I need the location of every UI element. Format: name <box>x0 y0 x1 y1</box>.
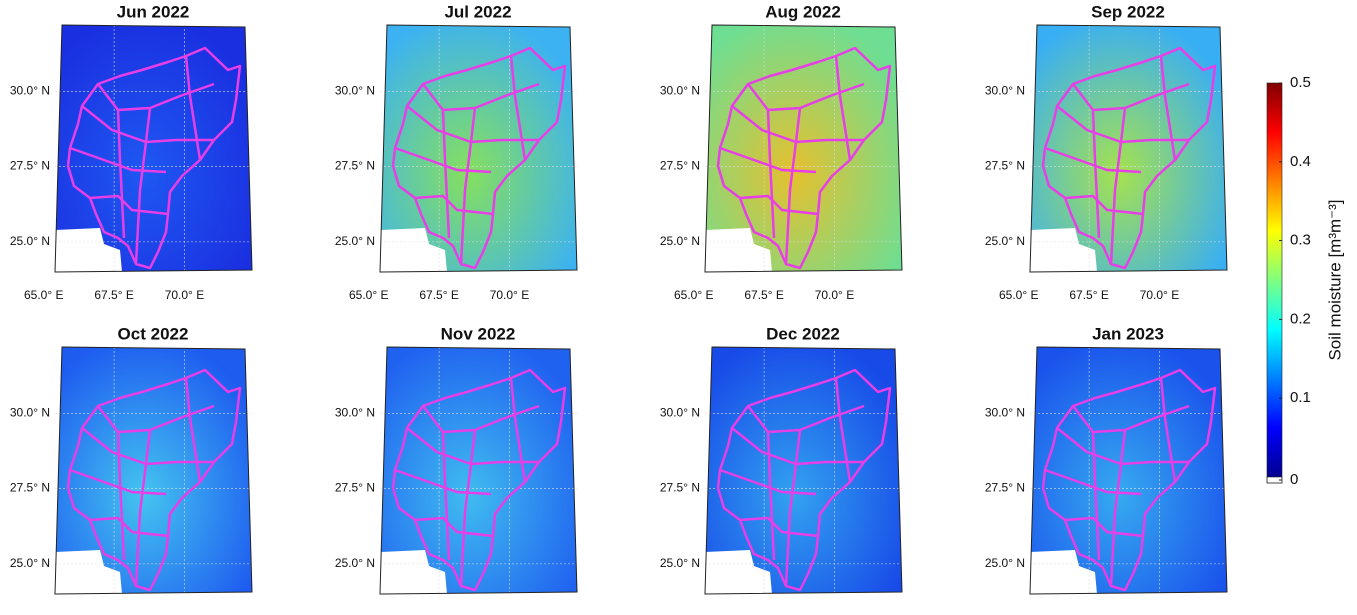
no-data-area <box>380 228 447 272</box>
basin-boundary <box>66 368 242 592</box>
lat-label: 30.0° N <box>985 405 1025 419</box>
lat-label: 27.5° N <box>660 481 700 495</box>
lat-label: 27.5° N <box>660 159 700 173</box>
map-panel: Jun 2022 30.0° N 27.5° N 25.0° N 65.0° E 67.5… <box>10 2 253 302</box>
colorbar-tick-label: 0.1 <box>1290 389 1311 406</box>
map-frame <box>379 24 578 273</box>
lon-label: 65.0° E <box>24 288 64 302</box>
lat-label: 25.0° N <box>660 234 700 248</box>
lon-label: 65.0° E <box>349 288 389 302</box>
lon-label: 70.0° E <box>165 288 205 302</box>
no-data-area <box>705 228 772 272</box>
map-frame <box>1029 346 1228 595</box>
panel-title: Sep 2022 <box>1091 2 1165 21</box>
lat-label: 30.0° N <box>10 83 50 97</box>
lat-label: 25.0° N <box>660 556 700 570</box>
panel-title: Dec 2022 <box>766 324 840 343</box>
basin-boundary <box>1041 46 1217 270</box>
colorbar-tick-label: 0.5 <box>1290 74 1311 91</box>
lon-label: 65.0° E <box>999 288 1039 302</box>
lon-label: 65.0° E <box>674 288 714 302</box>
lat-label: 30.0° N <box>335 405 375 419</box>
basin-boundary <box>716 368 892 592</box>
colorbar-tick-label: 0 <box>1290 471 1298 488</box>
lat-label: 25.0° N <box>335 234 375 248</box>
lat-label: 27.5° N <box>10 159 50 173</box>
lat-label: 25.0° N <box>985 556 1025 570</box>
lat-label: 27.5° N <box>335 159 375 173</box>
map-frame <box>704 346 903 595</box>
basin-boundary <box>391 368 567 592</box>
lat-label: 27.5° N <box>985 159 1025 173</box>
colorbar-frame <box>1266 82 1283 484</box>
lon-label: 67.5° E <box>419 288 459 302</box>
no-data-area <box>55 550 122 594</box>
panel-title: Oct 2022 <box>118 324 189 343</box>
panel-title: Nov 2022 <box>441 324 516 343</box>
lat-label: 25.0° N <box>10 234 50 248</box>
no-data-area <box>380 550 447 594</box>
basin-boundary <box>391 46 567 270</box>
no-data-area <box>55 228 122 272</box>
lat-label: 30.0° N <box>660 83 700 97</box>
basin-boundary <box>1041 368 1217 592</box>
colorbar <box>1267 83 1282 477</box>
no-data-area <box>1030 228 1097 272</box>
map-panel: Aug 2022 30.0° N 27.5° N 25.0° N 65.0° E 67.5… <box>660 2 903 302</box>
panel-title: Aug 2022 <box>765 2 841 21</box>
colorbar-tick-label: 0.3 <box>1290 232 1311 249</box>
map-frame <box>379 346 578 595</box>
lat-label: 30.0° N <box>985 83 1025 97</box>
lat-label: 25.0° N <box>985 234 1025 248</box>
map-frame <box>54 346 253 595</box>
lon-label: 67.5° E <box>744 288 784 302</box>
colorbar-tick-label: 0.2 <box>1290 310 1311 327</box>
lat-label: 30.0° N <box>335 83 375 97</box>
lat-label: 30.0° N <box>10 405 50 419</box>
panel-title: Jan 2023 <box>1092 324 1164 343</box>
panel-title: Jun 2022 <box>117 2 190 21</box>
panel-title: Jul 2022 <box>444 2 511 21</box>
map-frame <box>1029 24 1228 273</box>
map-panel: Jul 2022 30.0° N 27.5° N 25.0° N 65.0° E 67.5… <box>335 2 578 302</box>
lon-label: 70.0° E <box>1140 288 1180 302</box>
lon-label: 67.5° E <box>1069 288 1109 302</box>
colorbar-tick-label: 0.4 <box>1290 153 1311 170</box>
lon-label: 70.0° E <box>815 288 855 302</box>
lon-label: 70.0° E <box>490 288 530 302</box>
no-data-area <box>1030 550 1097 594</box>
basin-boundary <box>66 46 242 270</box>
basin-boundary <box>716 46 892 270</box>
lat-label: 25.0° N <box>335 556 375 570</box>
map-frame <box>704 24 903 273</box>
lat-label: 30.0° N <box>660 405 700 419</box>
no-data-area <box>705 550 772 594</box>
map-frame <box>54 24 253 273</box>
lat-label: 25.0° N <box>10 556 50 570</box>
lon-label: 67.5° E <box>94 288 134 302</box>
map-panel: Sep 2022 30.0° N 27.5° N 25.0° N 65.0° E 67.5… <box>985 2 1228 302</box>
lat-label: 27.5° N <box>10 481 50 495</box>
colorbar-label: Soil moisture [m³m⁻³] <box>1325 199 1344 360</box>
lat-label: 27.5° N <box>335 481 375 495</box>
lat-label: 27.5° N <box>985 481 1025 495</box>
